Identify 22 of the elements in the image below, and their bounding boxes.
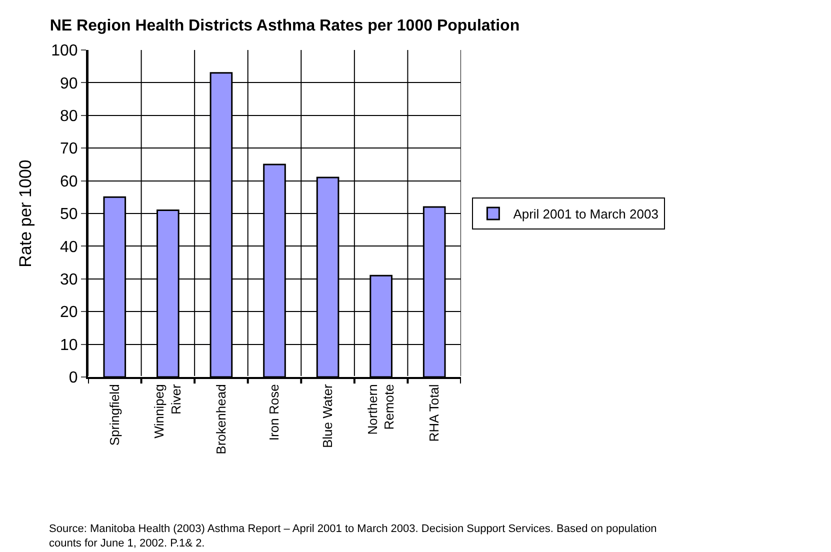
- x-tick-label: RHA Total: [426, 384, 442, 442]
- y-tick-label: 70: [60, 140, 78, 158]
- x-tick-label: Winnipeg River: [152, 384, 184, 438]
- source-note: Source: Manitoba Health (2003) Asthma Report – April 2001 to March 2003. Decision Support Services. Based on population counts for June 1, 2002. P.1& 2.: [49, 523, 657, 550]
- y-tick-label: 30: [60, 272, 78, 288]
- x-tick-label: Northern Remote: [364, 384, 397, 435]
- y-tick-label: 90: [60, 75, 78, 92]
- chart-title: NE Region Health Districts Asthma Rates per 1000 Population: [50, 18, 520, 35]
- x-tick-label: Blue Water: [320, 384, 336, 448]
- y-tick-label: 100: [51, 42, 78, 60]
- x-tick-label: Iron Rose: [266, 384, 282, 441]
- y-axis-title: Rate per 1000: [16, 160, 36, 268]
- x-tick-label: Springfield: [106, 384, 122, 446]
- legend-label: April 2001 to March 2003: [513, 206, 658, 222]
- y-tick-label: 20: [60, 304, 78, 322]
- y-tick-label: 40: [60, 238, 78, 256]
- y-tick-label: 10: [60, 336, 78, 354]
- x-tick-label: Brokenhead: [213, 384, 228, 454]
- y-tick-label: 0: [68, 370, 78, 387]
- y-tick-label: 50: [60, 206, 78, 224]
- y-tick-label: 60: [60, 173, 78, 190]
- y-tick-label: 80: [60, 108, 78, 125]
